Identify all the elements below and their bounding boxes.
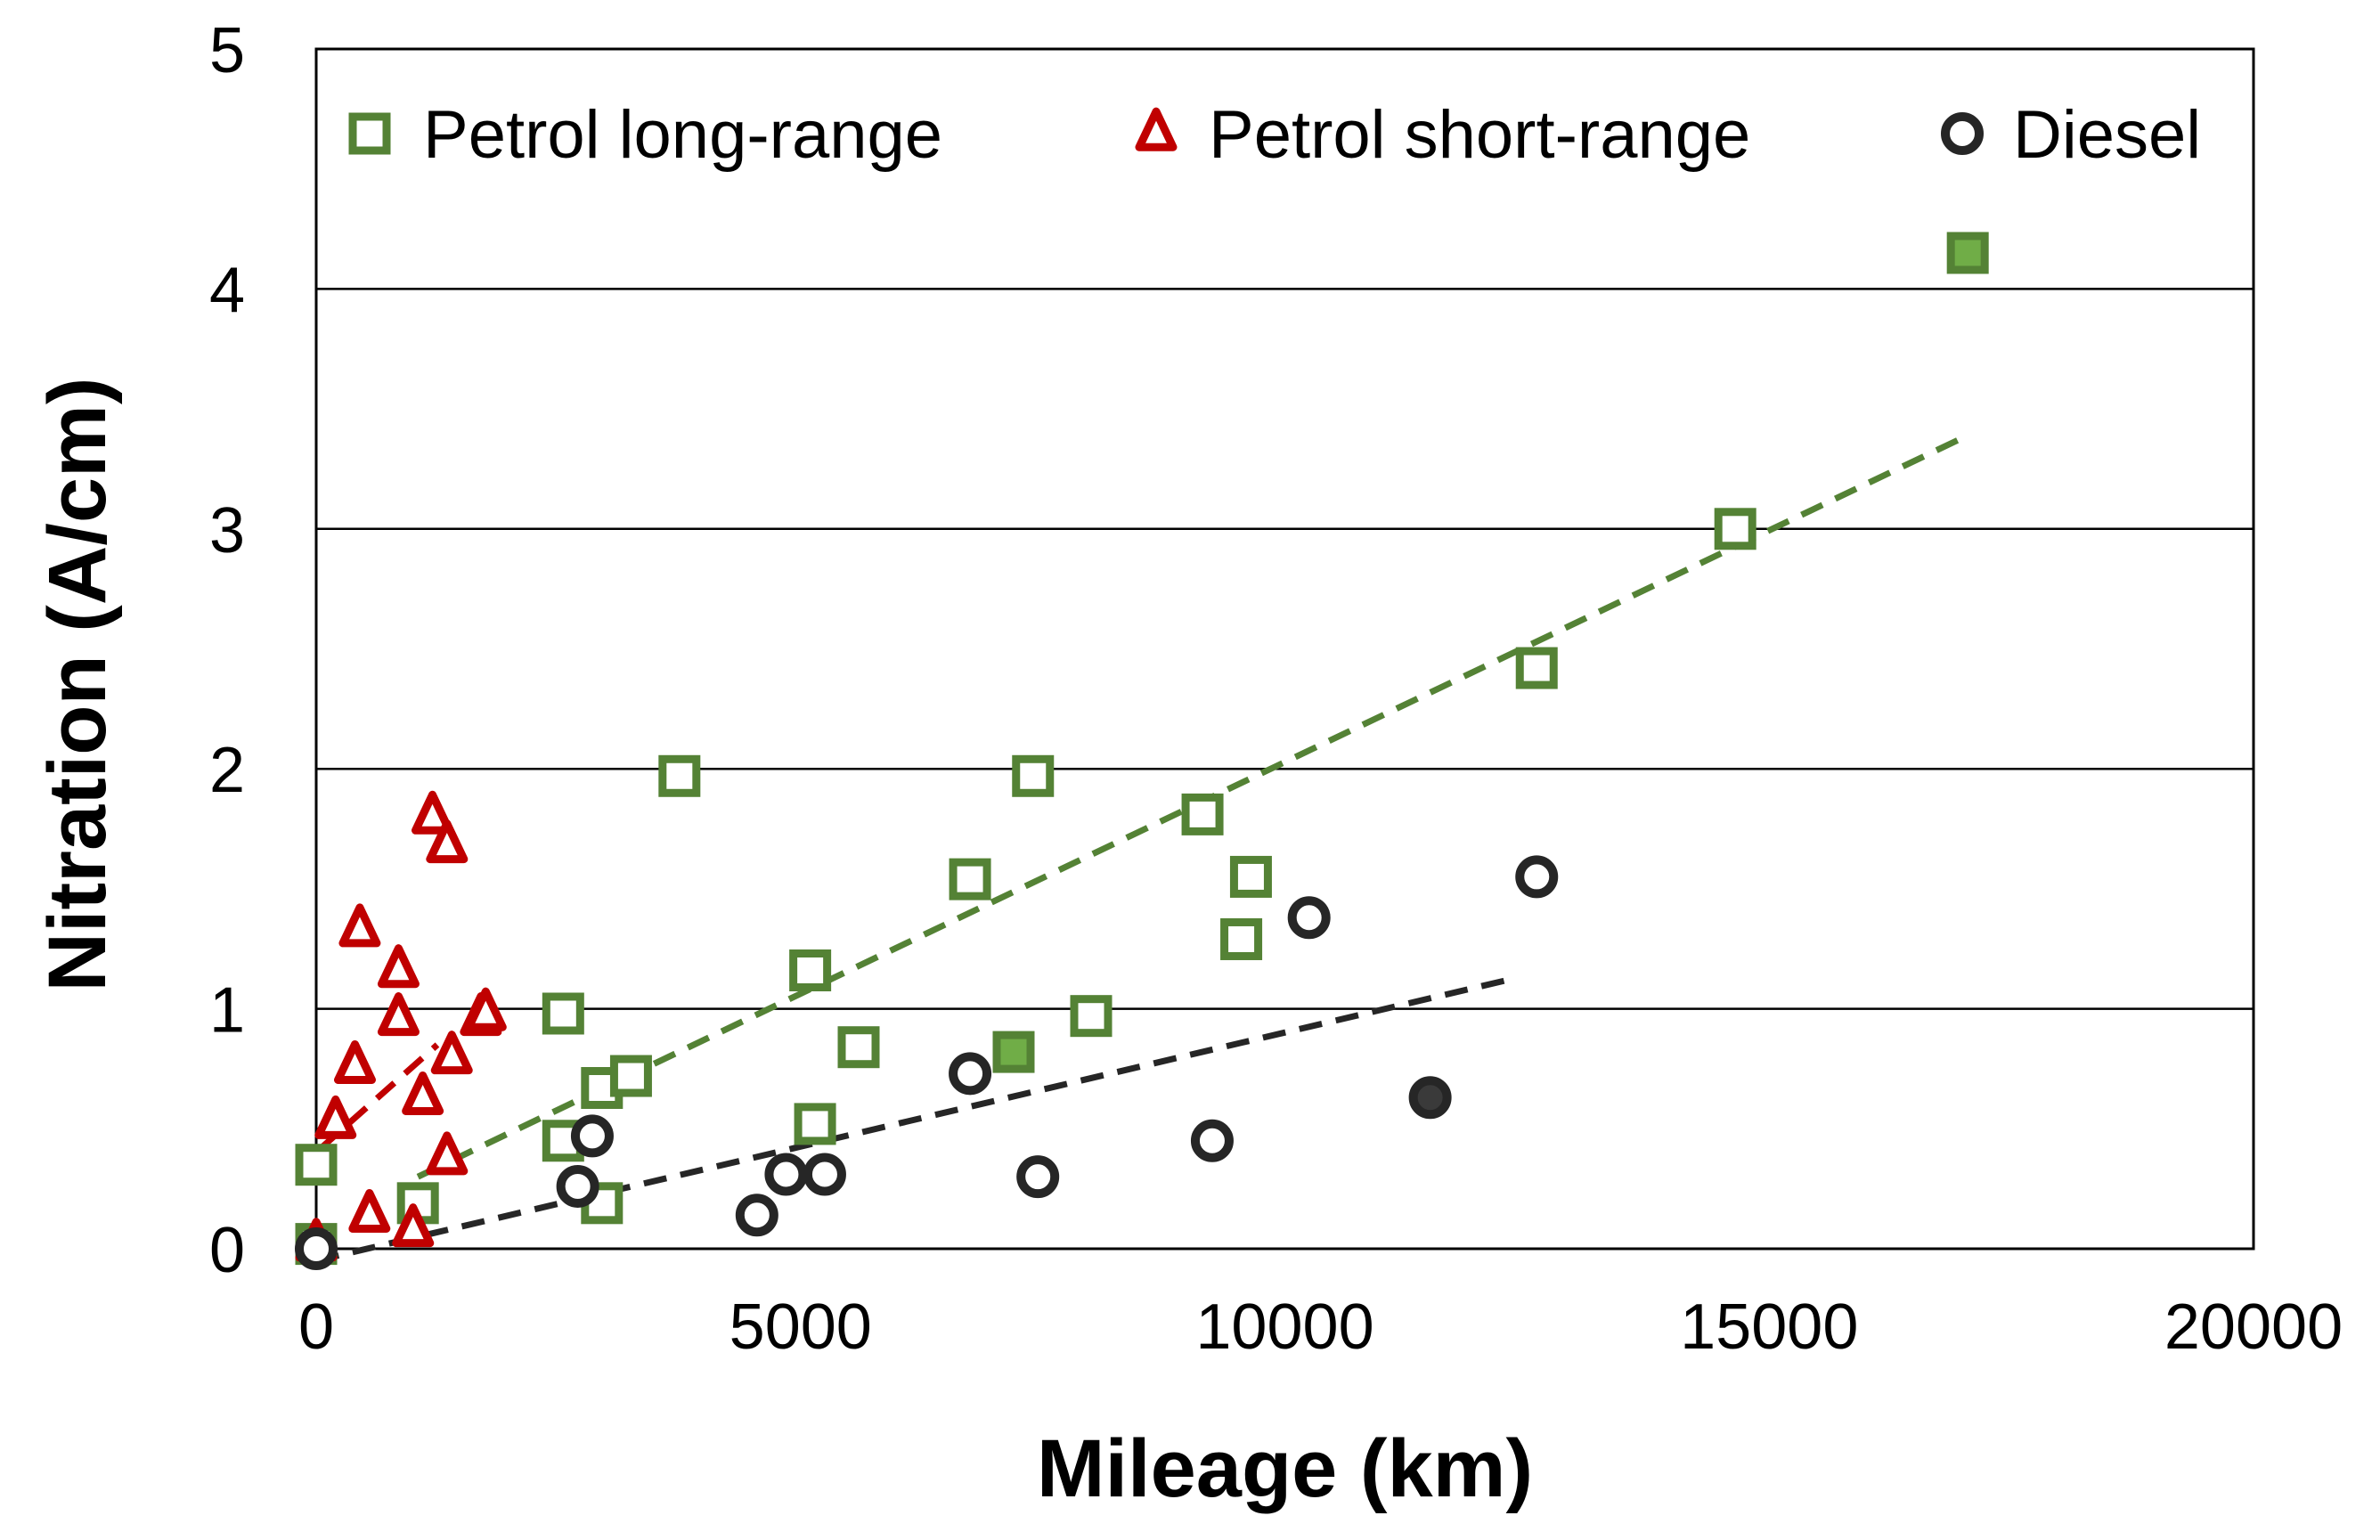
legend-label: Petrol long-range [423, 97, 942, 173]
data-points [295, 232, 1989, 1270]
trendlines [315, 435, 1965, 1264]
x-tick-label: 10000 [1195, 1291, 1373, 1363]
x-tick-label: 0 [298, 1291, 334, 1363]
point-triangle [430, 1031, 473, 1075]
point-square [295, 1144, 338, 1186]
point-triangle [334, 1039, 376, 1084]
point-square [658, 754, 701, 797]
point-triangle [412, 790, 453, 835]
point-circle [556, 1164, 599, 1208]
point-circle [803, 1153, 846, 1196]
y-tick-label: 5 [209, 15, 245, 86]
point-triangle [426, 1131, 469, 1176]
plot-area-frame [314, 47, 2255, 1251]
point-triangle [338, 903, 381, 948]
point-square [609, 1055, 652, 1097]
point-circle [949, 1052, 992, 1096]
legend-marker-square [348, 112, 391, 155]
point-triangle [348, 1188, 391, 1233]
point-square [1181, 793, 1224, 835]
y-tick-label: 3 [209, 495, 245, 566]
y-tick-label: 4 [209, 255, 245, 326]
point-circle [1287, 896, 1331, 940]
point-square [542, 992, 584, 1035]
y-axis-title: Nitration (A/cm) [32, 378, 123, 992]
point-square [1714, 508, 1756, 550]
x-axis-title: Mileage (km) [1037, 1423, 1533, 1514]
legend: Petrol long-range Petrol short-range Diese… [348, 97, 2201, 173]
point-triangle [402, 1071, 444, 1115]
legend-marker-triangle [1135, 107, 1178, 151]
y-tick-label: 1 [209, 975, 245, 1047]
trendline-circle [315, 976, 1509, 1264]
x-tick-label: 15000 [1680, 1291, 1858, 1363]
point-circle [1515, 855, 1559, 899]
trendline-triangle [319, 1042, 440, 1151]
point-square [794, 1103, 836, 1145]
point-square [1070, 995, 1113, 1038]
point-square [581, 1182, 624, 1225]
point-circle [735, 1194, 778, 1237]
point-triangle [464, 987, 507, 1031]
point-triangle [377, 992, 420, 1037]
point-circle [1016, 1155, 1060, 1199]
point-triangle [426, 819, 469, 864]
point-circle [764, 1153, 808, 1196]
y-tick-label: 0 [209, 1215, 245, 1286]
point-circle [570, 1114, 614, 1158]
legend-marker-circle [1941, 112, 1984, 155]
point-square [949, 858, 991, 900]
point-circle [1408, 1076, 1452, 1120]
point-triangle [314, 1095, 357, 1139]
point-circle [295, 1227, 338, 1270]
point-square [1946, 232, 1989, 274]
point-square [837, 1026, 880, 1069]
x-axis-ticks: 0 5000 10000 15000 20000 [298, 1291, 2343, 1363]
point-square [1229, 855, 1272, 898]
legend-label: Petrol short-range [1209, 97, 1750, 173]
point-square [789, 949, 832, 991]
point-square [992, 1031, 1035, 1073]
point-triangle [377, 944, 420, 989]
point-triangle [392, 1203, 435, 1248]
x-tick-label: 20000 [2164, 1291, 2343, 1363]
x-tick-label: 5000 [729, 1291, 872, 1363]
trendline-square [416, 435, 1965, 1180]
point-square [1220, 917, 1263, 960]
point-square [1515, 647, 1558, 689]
legend-label: Diesel [2013, 97, 2201, 173]
point-circle [1190, 1119, 1234, 1162]
point-square [1012, 754, 1055, 797]
y-tick-label: 2 [209, 735, 245, 806]
y-axis-ticks: 0 1 2 3 4 5 [209, 15, 245, 1286]
